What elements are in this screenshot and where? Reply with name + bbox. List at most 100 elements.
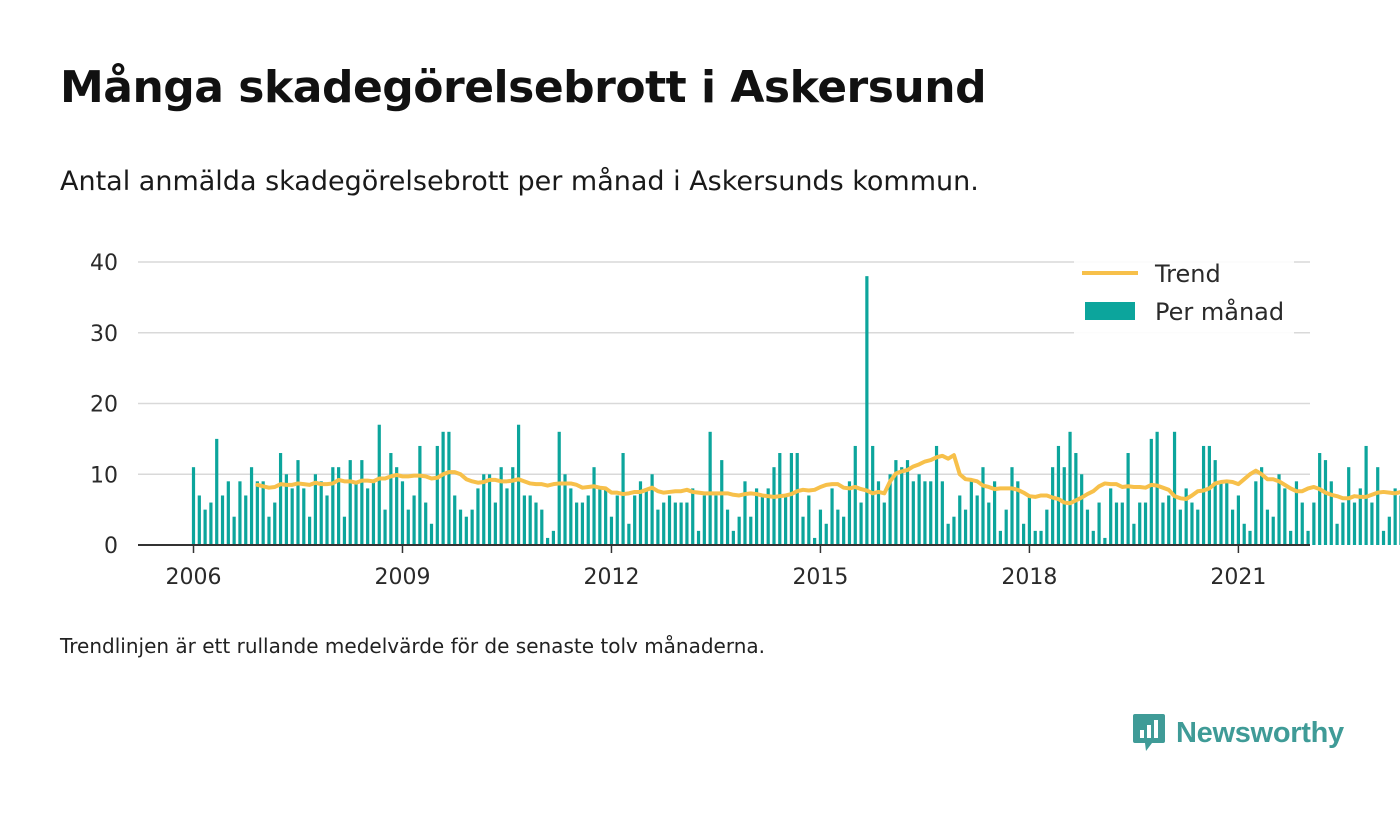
bar xyxy=(743,481,747,545)
bar xyxy=(366,488,370,545)
bar xyxy=(621,453,625,545)
bar xyxy=(609,516,614,545)
bar xyxy=(232,516,236,545)
bar xyxy=(203,509,207,546)
bar xyxy=(383,509,387,546)
bar xyxy=(261,481,265,545)
bar xyxy=(1347,467,1351,545)
bar xyxy=(1376,467,1380,545)
bar xyxy=(575,502,579,545)
x-tick-label: 2015 xyxy=(792,565,848,590)
legend-background xyxy=(1074,258,1294,334)
bar xyxy=(447,431,451,545)
bar xyxy=(302,488,306,545)
bar xyxy=(1080,474,1084,545)
x-tick-label: 2021 xyxy=(1210,565,1266,590)
bar xyxy=(1254,481,1258,545)
bar xyxy=(760,495,764,545)
bar xyxy=(278,453,283,545)
bar xyxy=(1184,488,1188,545)
bar xyxy=(865,276,869,545)
bar xyxy=(534,502,538,545)
bar xyxy=(220,495,225,545)
bar xyxy=(389,453,393,545)
bar xyxy=(1329,481,1333,545)
bar xyxy=(429,523,434,545)
bar xyxy=(1155,431,1159,545)
bar xyxy=(714,495,718,545)
bar xyxy=(1126,453,1130,545)
legend-label-per-manad: Per månad xyxy=(1155,297,1284,326)
bar xyxy=(528,495,532,545)
bar xyxy=(673,502,677,545)
bar xyxy=(412,495,416,545)
bar xyxy=(1143,502,1148,545)
bar xyxy=(813,537,817,545)
bar xyxy=(418,445,422,545)
bar xyxy=(871,445,875,545)
bar xyxy=(1109,488,1113,545)
legend-label-trend: Trend xyxy=(1154,260,1221,288)
y-tick-label: 40 xyxy=(90,251,118,276)
bar xyxy=(511,467,515,545)
chart-subtitle: Antal anmälda skadegörelsebrott per måna… xyxy=(60,166,979,197)
bar xyxy=(598,488,602,545)
bar xyxy=(522,495,526,545)
bar xyxy=(458,509,463,546)
bar xyxy=(505,488,509,545)
bar xyxy=(708,431,712,545)
bar xyxy=(1300,502,1304,545)
bar xyxy=(1138,502,1142,545)
bar xyxy=(197,495,201,545)
bar xyxy=(836,509,840,546)
bar xyxy=(876,481,881,545)
y-tick-label: 20 xyxy=(90,393,118,418)
x-axis-ticks: 2006200920122015201820212024 xyxy=(166,545,1266,590)
bar xyxy=(453,495,457,545)
bar xyxy=(824,523,828,545)
bar xyxy=(273,502,277,545)
bar xyxy=(662,502,666,545)
bar xyxy=(998,530,1002,545)
bar xyxy=(1056,445,1061,545)
bar xyxy=(725,509,730,546)
bar xyxy=(557,431,561,545)
bar xyxy=(464,516,468,545)
bar xyxy=(226,481,230,545)
bar xyxy=(691,488,695,545)
bar xyxy=(1370,502,1374,545)
bar xyxy=(546,537,550,545)
bar xyxy=(1161,502,1165,545)
bar xyxy=(795,453,799,545)
bar xyxy=(580,502,585,545)
bar xyxy=(963,509,968,546)
bar xyxy=(604,488,608,545)
trend-line xyxy=(255,453,1400,506)
bar xyxy=(406,509,410,546)
newsworthy-logo-icon xyxy=(1133,714,1165,751)
legend: Trend Per månad xyxy=(1074,258,1294,334)
bar xyxy=(1213,460,1217,545)
bar xyxy=(1004,509,1008,546)
bar xyxy=(946,523,950,545)
bar xyxy=(499,467,503,545)
bar xyxy=(1265,509,1270,546)
bar xyxy=(354,481,358,545)
bar xyxy=(592,467,596,545)
bar xyxy=(917,474,921,545)
bar xyxy=(377,424,381,545)
x-tick-label: 2018 xyxy=(1001,565,1057,590)
bar xyxy=(313,474,317,545)
bar xyxy=(934,445,939,545)
bar xyxy=(929,481,933,545)
bar xyxy=(371,481,376,545)
bar xyxy=(1062,467,1066,545)
bar xyxy=(493,502,497,545)
bar xyxy=(249,467,254,545)
bar xyxy=(267,516,271,545)
bar xyxy=(290,488,294,545)
bar xyxy=(1114,502,1119,545)
x-tick-label: 2009 xyxy=(374,565,430,590)
bar xyxy=(737,516,741,545)
